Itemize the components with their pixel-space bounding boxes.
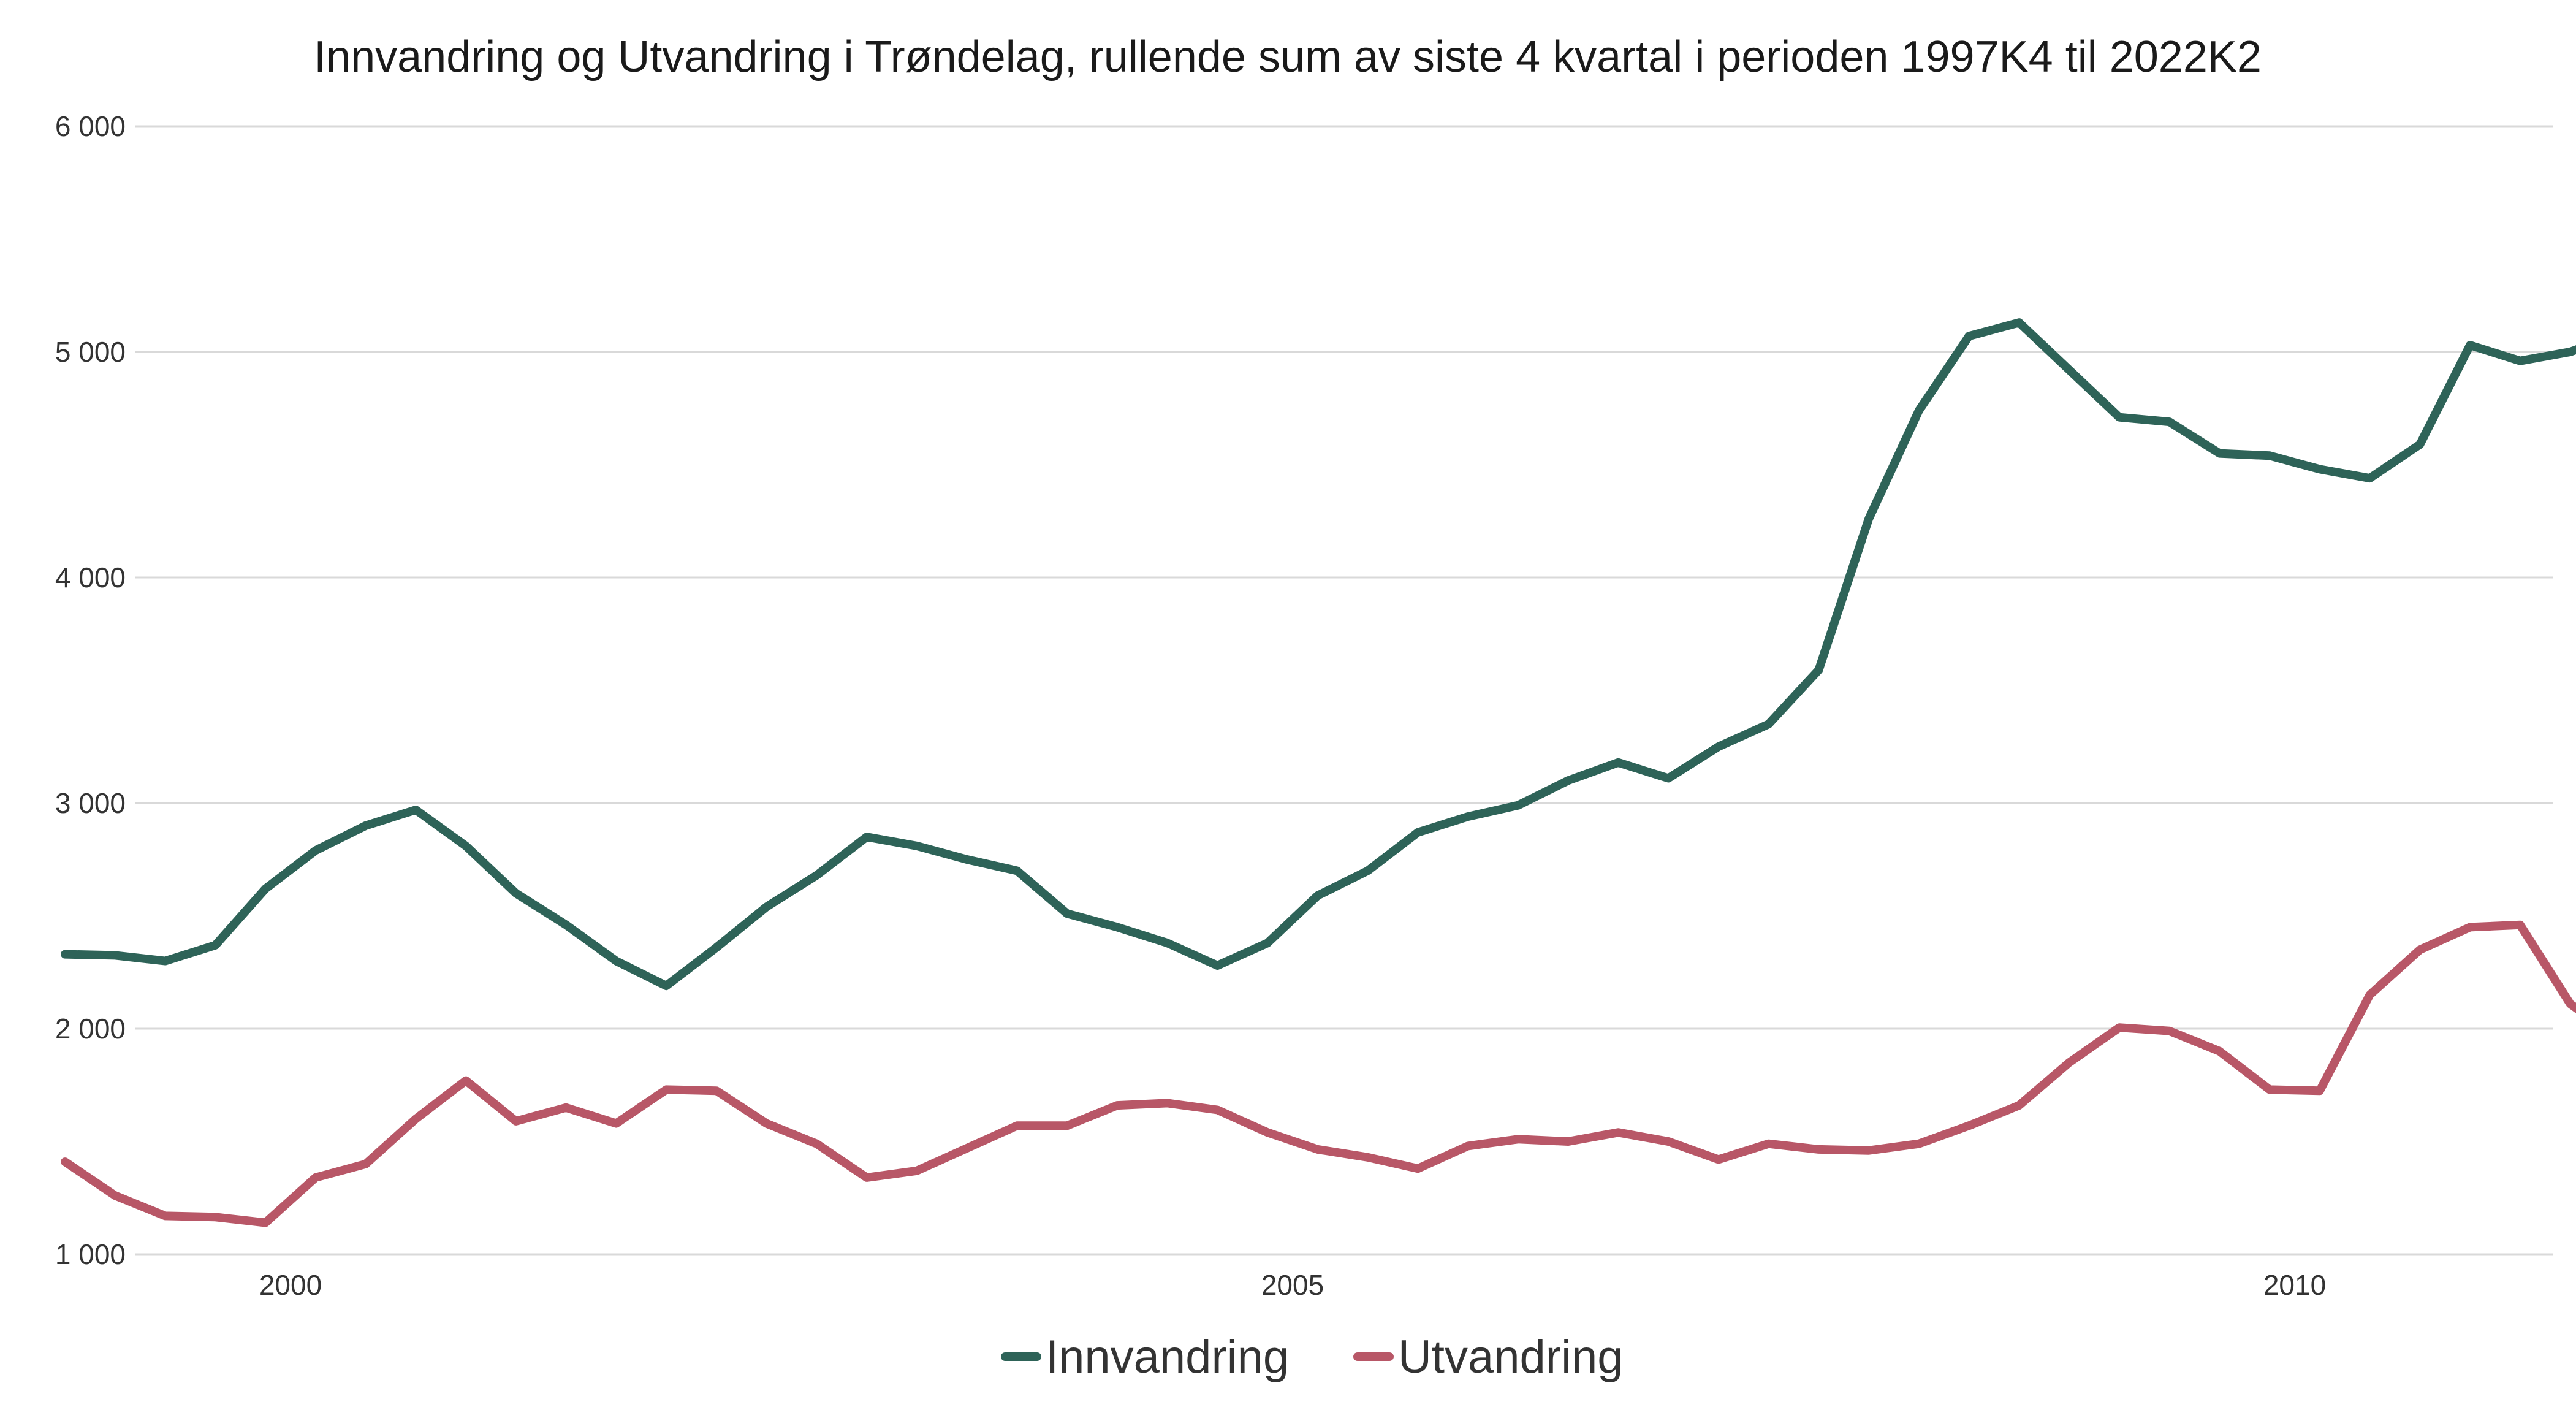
x-tick-label: 2010 [2263, 1269, 2326, 1301]
y-tick-label: 5 000 [55, 336, 126, 368]
legend: Innvandring Utvandring [1001, 1331, 1624, 1383]
legend-label: Utvandring [1398, 1331, 1624, 1383]
series-line-utvandring [61, 920, 2576, 1227]
legend-label: Innvandring [1046, 1331, 1289, 1383]
x-tick-label: 2000 [259, 1269, 322, 1301]
y-tick-label: 3 000 [55, 787, 126, 819]
y-axis-ticks: 1 000 2 000 3 000 4 000 5 000 6 000 [55, 110, 126, 1270]
series-line-innvandring [61, 318, 2576, 991]
x-axis-ticks: 20002005201020152020 [259, 1269, 2326, 1301]
gridlines [135, 125, 2553, 1256]
y-tick-label: 1 000 [55, 1238, 126, 1270]
y-tick-label: 4 000 [55, 562, 126, 593]
y-tick-label: 6 000 [55, 110, 126, 142]
y-tick-label: 2 000 [55, 1013, 126, 1045]
series-lines [61, 318, 2576, 1227]
x-tick-label: 2005 [1261, 1269, 1324, 1301]
chart-title: Innvandring og Utvandring i Trøndelag, r… [314, 32, 2262, 82]
